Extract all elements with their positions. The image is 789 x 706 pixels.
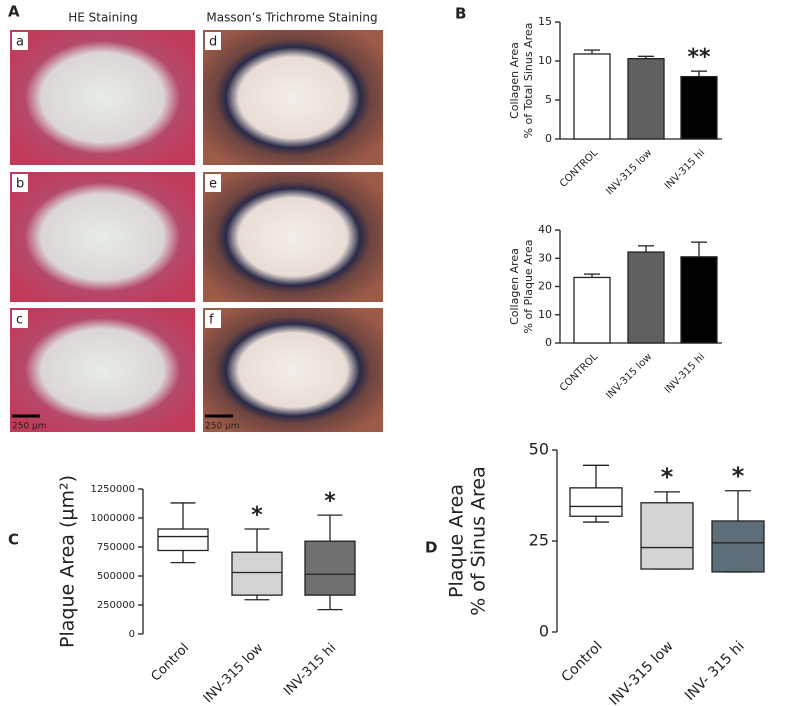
he-image-b <box>10 172 195 302</box>
image-label: b <box>16 177 24 192</box>
significance: * <box>732 462 745 490</box>
y-axis-label: Plaque Area (µm²) <box>57 475 79 648</box>
y-tick-label: 10 <box>538 308 552 321</box>
image-label: a <box>16 35 24 50</box>
label-bg <box>205 174 221 192</box>
y-tick-label: 0 <box>129 629 135 640</box>
y-tick-label: 50 <box>529 440 549 459</box>
column-title: Masson’s Trichrome Staining <box>206 11 377 25</box>
y-axis-label: % of Total Sinus Area <box>522 23 535 139</box>
mt-image-f <box>203 308 383 432</box>
bar <box>627 251 665 344</box>
y-tick-label: 250000 <box>97 600 135 611</box>
panel-letter: C <box>8 531 19 549</box>
image-label: c <box>16 313 23 328</box>
label-bg <box>205 32 221 50</box>
panel-a-images <box>10 30 383 432</box>
significance: * <box>251 503 263 528</box>
x-tick-label: INV- 315 hi <box>682 638 748 704</box>
x-tick-label: INV-315 hi <box>281 641 339 699</box>
box <box>640 502 694 570</box>
y-tick-label: 10 <box>538 54 552 67</box>
y-axis-label: Collagen Area <box>508 248 521 325</box>
he-image-a <box>10 30 195 165</box>
x-tick-label: Control <box>559 638 606 685</box>
panel-letter: B <box>455 5 466 23</box>
label-bg <box>12 32 28 50</box>
box <box>569 487 623 517</box>
x-tick-label: INV-315 hi <box>663 147 707 191</box>
mt-image-e <box>203 172 383 302</box>
scale-bar-label: 250 µm <box>12 422 47 432</box>
x-tick-label: INV-315 low <box>604 147 654 197</box>
panel-letter: D <box>425 539 437 557</box>
y-tick-label: 1250000 <box>90 484 135 495</box>
bar <box>573 53 611 140</box>
y-tick-label: 20 <box>538 280 552 293</box>
significance: * <box>324 489 336 514</box>
bar <box>627 58 665 140</box>
y-tick-label: 500000 <box>97 571 135 582</box>
box <box>711 520 765 573</box>
label-bg <box>12 174 28 192</box>
bar <box>680 75 718 140</box>
y-tick-label: 1000000 <box>90 513 135 524</box>
y-tick-label: 40 <box>538 223 552 236</box>
label-bg <box>205 310 221 328</box>
y-tick-label: 0 <box>539 622 549 641</box>
y-tick-label: 0 <box>545 132 552 145</box>
panel-letter: A <box>8 3 20 21</box>
label-bg <box>12 310 28 328</box>
y-tick-label: 25 <box>529 531 549 550</box>
box <box>231 551 283 596</box>
y-axis-label: % of Plaque Area <box>522 239 535 333</box>
y-tick-label: 5 <box>545 93 552 106</box>
x-tick-label: INV-315 low <box>604 351 654 401</box>
image-label: e <box>209 177 217 192</box>
bar <box>680 256 718 344</box>
significance: * <box>661 463 674 491</box>
y-tick-label: 0 <box>545 336 552 349</box>
x-tick-label: INV-315 hi <box>663 351 707 395</box>
y-axis-label: Plaque Area <box>446 484 468 598</box>
bar <box>573 276 611 344</box>
box <box>304 540 356 596</box>
x-tick-label: Control <box>148 641 192 685</box>
y-axis-label: % of Sinus Area <box>468 466 490 616</box>
x-tick-label: INV-315 low <box>201 640 267 706</box>
image-label: d <box>209 35 217 50</box>
column-title: HE Staining <box>68 11 138 25</box>
y-tick-label: 15 <box>538 15 552 28</box>
x-tick-label: CONTROL <box>558 351 601 394</box>
y-tick-label: 30 <box>538 251 552 264</box>
he-image-c <box>10 308 195 432</box>
x-tick-label: CONTROL <box>558 147 601 190</box>
x-tick-label: INV-315 low <box>606 638 676 706</box>
y-axis-label: Collagen Area <box>508 42 521 119</box>
box <box>157 528 209 552</box>
significance: ** <box>687 45 711 70</box>
mt-image-d <box>203 30 383 165</box>
y-tick-label: 750000 <box>97 542 135 553</box>
image-label: f <box>209 313 214 328</box>
scale-bar-label: 250 µm <box>205 422 240 432</box>
